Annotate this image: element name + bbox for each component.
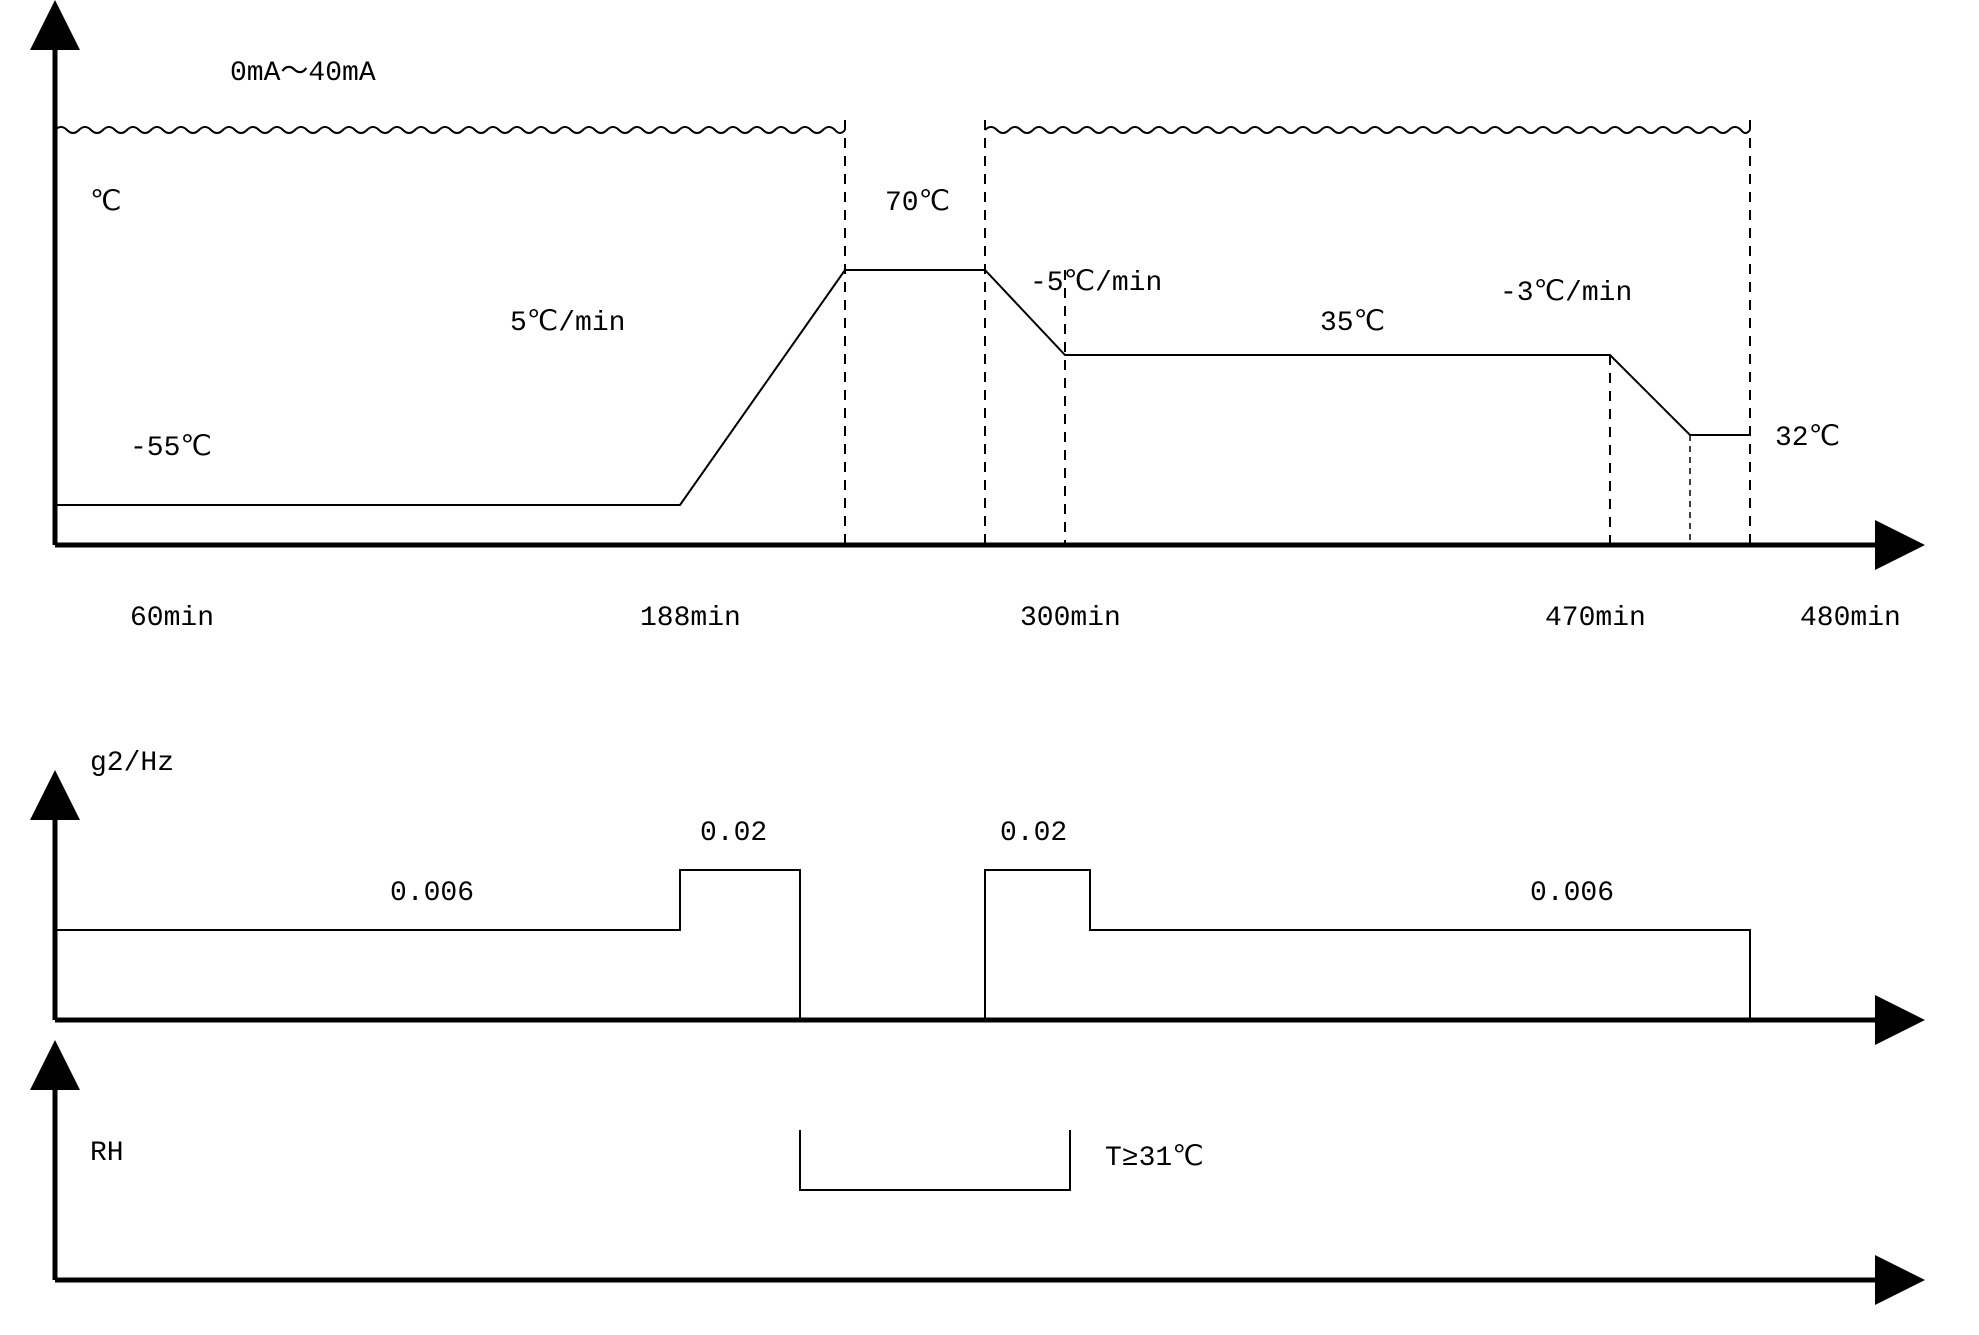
label-rate-p5: 5℃/min: [510, 308, 625, 339]
wave-group: [55, 127, 1750, 133]
label-rate-m3: -3℃/min: [1500, 278, 1632, 309]
label-temp-unit: ℃: [90, 188, 121, 219]
xlabel-480: 480min: [1800, 603, 1901, 634]
xlabel-470: 470min: [1545, 603, 1646, 634]
label-psd-hi2: 0.02: [1000, 818, 1067, 849]
label-rh-cond: T≥31℃: [1105, 1143, 1204, 1174]
label-rh: RH: [90, 1138, 124, 1169]
label-psd-low2: 0.006: [1530, 878, 1614, 909]
label-psd-hi1: 0.02: [700, 818, 767, 849]
profile-group: [55, 270, 1750, 1190]
xlabel-300: 300min: [1020, 603, 1121, 634]
label-rate-m5: -5℃/min: [1030, 268, 1162, 299]
xlabel-60: 60min: [130, 603, 214, 634]
label-temp-m55: -55℃: [130, 433, 212, 464]
label-psd-low1: 0.006: [390, 878, 474, 909]
diagram-root: 0mA～40mA ℃ -55℃ 5℃/min 70℃ -5℃/min 35℃ -…: [0, 0, 1979, 1335]
dashed-group: [845, 120, 1750, 545]
label-temp-35: 35℃: [1320, 308, 1385, 339]
label-current-range: 0mA～40mA: [230, 58, 376, 89]
label-g2hz: g2/Hz: [90, 748, 174, 779]
axes-group: [55, 20, 1905, 1280]
xlabel-188: 188min: [640, 603, 741, 634]
label-temp-32: 32℃: [1775, 423, 1840, 454]
label-temp-70: 70℃: [885, 188, 950, 219]
